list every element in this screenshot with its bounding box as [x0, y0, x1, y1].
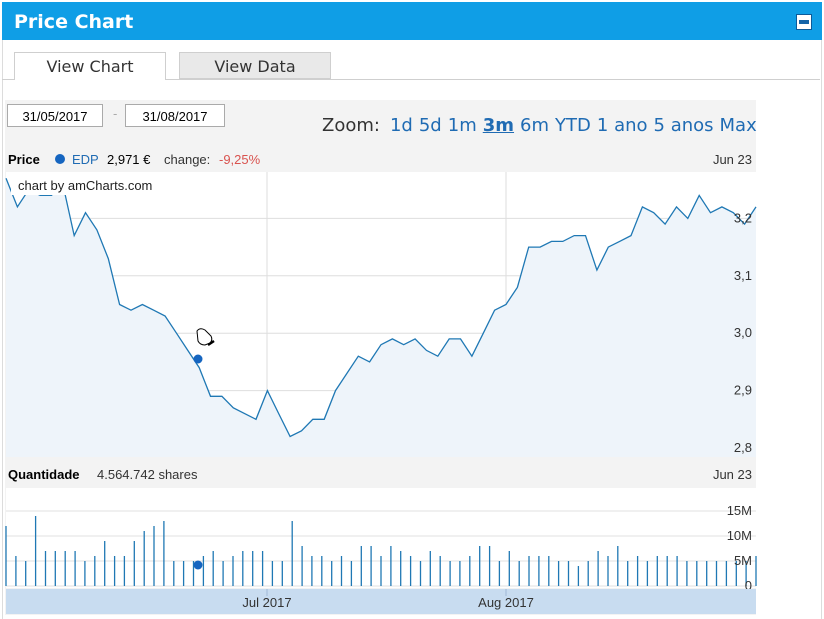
zoom-5-anos[interactable]: 5 anos	[653, 115, 714, 136]
tab-divider	[2, 79, 820, 80]
scrollbar[interactable]	[6, 589, 756, 614]
volume-cursor-date: Jun 23	[713, 467, 752, 482]
date-to-input[interactable]: 31/08/2017	[125, 104, 225, 127]
zoom-label: Zoom:	[322, 115, 380, 136]
price-series-line	[5, 177, 757, 438]
price-y-tick-label: 3,2	[734, 210, 752, 225]
price-panel-label: Price	[8, 152, 40, 167]
zoom-max[interactable]: Max	[719, 115, 757, 136]
price-area-fill	[6, 178, 756, 457]
zoom-1-ano[interactable]: 1 ano	[596, 115, 648, 136]
x-tick-label: Jul 2017	[242, 595, 291, 610]
zoom-bar: Zoom: 1d 5d 1m 3m 6m YTD 1 ano 5 anos Max	[322, 115, 757, 136]
tab-view-chart[interactable]: View Chart	[14, 52, 166, 80]
hand-cursor-icon	[196, 328, 215, 347]
date-from-input[interactable]: 31/05/2017	[7, 104, 103, 127]
date-separator: -	[113, 106, 118, 121]
price-cursor-date: Jun 23	[713, 152, 752, 167]
x-tick-label: Aug 2017	[478, 595, 534, 610]
zoom-5d[interactable]: 5d	[418, 115, 442, 136]
legend-change-value: -9,25%	[219, 152, 261, 167]
legend-series-name[interactable]: EDP	[72, 152, 99, 167]
window-title: Price Chart	[14, 11, 134, 33]
volume-y-tick-label: 15M	[727, 503, 752, 518]
credit-box	[11, 175, 170, 195]
zoom-6m[interactable]: 6m	[520, 115, 550, 136]
price-y-tick-label: 3,0	[734, 325, 752, 340]
zoom-1m[interactable]: 1m	[447, 115, 477, 136]
price-y-tick-label: 2,8	[734, 440, 752, 455]
minimize-icon[interactable]	[796, 14, 812, 30]
volume-y-tick-label: 5M	[734, 553, 752, 568]
price-y-tick-label: 3,1	[734, 268, 752, 283]
tab-view-data[interactable]: View Data	[179, 52, 331, 79]
panel-frame	[2, 40, 822, 619]
volume-y-tick-label: 10M	[727, 528, 752, 543]
volume-y-tick-label: 0	[745, 578, 752, 593]
price-cursor-marker	[193, 354, 203, 364]
chart-credit[interactable]: chart by amCharts.com	[18, 178, 152, 193]
legend-marker-edp	[55, 154, 65, 164]
volume-panel-label: Quantidade	[8, 467, 80, 482]
legend-change-label: change:	[164, 152, 210, 167]
volume-cursor-marker	[193, 560, 203, 570]
volume-value: 4.564.742 shares	[97, 467, 198, 482]
zoom-ytd[interactable]: YTD	[555, 115, 591, 136]
zoom-3m[interactable]: 3m	[482, 115, 515, 136]
price-y-tick-label: 2,9	[734, 383, 752, 398]
zoom-1d[interactable]: 1d	[389, 115, 413, 136]
title-bar: Price Chart	[2, 2, 822, 40]
legend-price-value: 2,971 €	[107, 152, 151, 167]
